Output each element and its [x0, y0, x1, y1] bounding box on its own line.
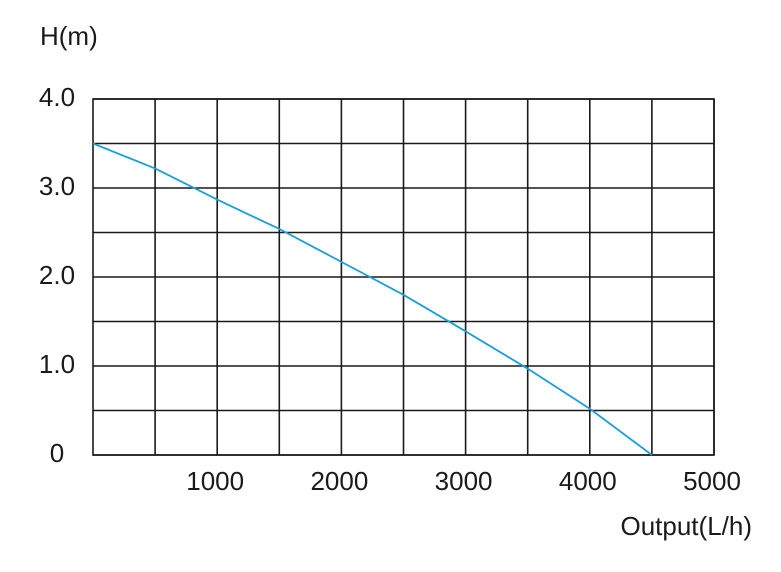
x-tick-label: 3000: [435, 466, 493, 496]
y-tick-label: 2.0: [39, 260, 75, 290]
x-tick-label: 5000: [683, 466, 741, 496]
x-axis-label: Output(L/h): [620, 511, 752, 541]
x-tick-label: 1000: [186, 466, 244, 496]
x-tick-label: 2000: [310, 466, 368, 496]
y-tick-label: 0: [50, 438, 64, 468]
y-tick-label: 1.0: [39, 349, 75, 379]
y-tick-label: 3.0: [39, 171, 75, 201]
line-series: [92, 142, 653, 456]
y-tick-label: 4.0: [39, 82, 75, 112]
y-axis-label: H(m): [40, 21, 98, 51]
x-tick-label: 4000: [559, 466, 617, 496]
